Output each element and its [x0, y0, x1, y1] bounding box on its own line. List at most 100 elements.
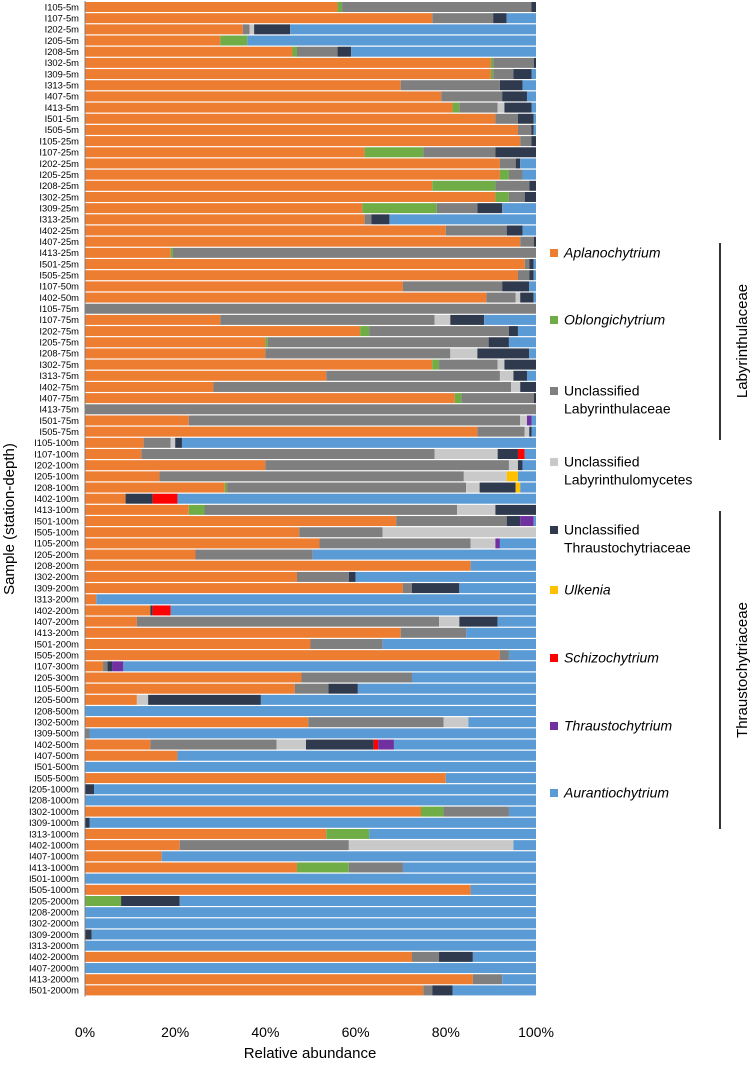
y-tick-label: I505-5m: [45, 124, 80, 135]
bar-segment-i413-200m-unclassified-labyrinthulaceae: [400, 627, 467, 638]
bar-segment-i205-100m-aurantiochytrium: [517, 471, 536, 482]
bar-segment-i105-5m-aplanochytrium: [85, 2, 338, 12]
bar-segment-i501-5m-unclassified-labyrinthulaceae: [495, 113, 518, 124]
bar-segment-i208-1000m-aurantiochytrium: [85, 795, 536, 806]
bar-segment-i413-5m-unclassified-labyrinthulaceae: [459, 102, 498, 113]
bar-segment-i407-5m-unclassified-thraustochytriaceae: [502, 91, 527, 102]
bar-segment-i313-200m-aurantiochytrium: [96, 594, 536, 605]
bar-segment-i402-200m-schizochytrium: [152, 605, 171, 616]
bar-segment-i402-50m-unclassified-thraustochytriaceae: [520, 292, 534, 303]
bar-segment-i205-2000m-oblongichytrium: [85, 896, 122, 906]
bar-segment-i208-100m-aurantiochytrium: [520, 482, 536, 493]
bar-segment-i501-200m-unclassified-labyrinthulaceae: [310, 638, 383, 649]
y-tick-label: I205-5m: [45, 35, 80, 46]
bar-segment-i501-1000m-aurantiochytrium: [85, 873, 536, 884]
bar-segment-i402-500m-aurantiochytrium: [393, 739, 536, 750]
bar-segment-i208-75m-unclassified-labyrinthulomycetes: [450, 348, 478, 359]
bar-segment-i208-100m-ulkenia: [515, 482, 521, 493]
bar-segment-i105-100m-aurantiochytrium: [181, 437, 537, 448]
legend-entry-aplanochytrium: Aplanochytrium: [550, 245, 661, 261]
bar-segment-i402-1000m-aplanochytrium: [85, 840, 180, 851]
bar-segment-i413-5m-oblongichytrium: [452, 102, 460, 113]
bar-segment-i205-1000m-unclassified-thraustochytriaceae: [85, 784, 95, 795]
y-tick-label: I107-100m: [34, 448, 79, 459]
bar-segment-i505-100m-unclassified-labyrinthulaceae: [299, 527, 383, 538]
bar-segment-i202-25m-aplanochytrium: [85, 158, 500, 169]
bar-segment-i107-100m-aurantiochytrium: [524, 449, 536, 459]
bar-segment-i413-1000m-oblongichytrium: [296, 862, 349, 873]
y-tick-label: I407-500m: [34, 750, 79, 761]
bar-segment-i413-5m-aplanochytrium: [85, 102, 453, 113]
bar-segment-i202-75m-aurantiochytrium: [517, 326, 536, 337]
bar-segment-i205-200m-aurantiochytrium: [312, 549, 536, 560]
bar-segment-i107-300m-aplanochytrium: [85, 661, 104, 672]
bar-segment-i205-100m-unclassified-labyrinthulaceae: [159, 471, 464, 482]
bar-segment-i105-200m-aplanochytrium: [85, 538, 320, 549]
bar-segment-i402-1000m-aurantiochytrium: [513, 840, 536, 851]
bar-segment-i501-75m-thraustochytrium: [526, 415, 532, 426]
bar-segment-i205-1000m-aurantiochytrium: [94, 784, 537, 795]
bar-segment-i202-100m-unclassified-labyrinthulaceae: [265, 460, 509, 471]
bar-segment-i205-5m-oblongichytrium: [220, 35, 248, 46]
bar-segment-i105-25m-unclassified-thraustochytriaceae: [531, 136, 536, 147]
bar-segment-i501-5m-aplanochytrium: [85, 113, 496, 124]
y-tick-label: I505-25m: [39, 270, 79, 281]
legend-entry-ulkenia: Ulkenia: [550, 582, 611, 598]
y-tick-label: I407-25m: [39, 236, 79, 247]
legend-entry-thraustochytrium: Thraustochytrium: [550, 718, 672, 734]
bar-segment-i107-300m-aurantiochytrium: [123, 661, 537, 672]
bar-segment-i402-100m-aurantiochytrium: [177, 493, 536, 504]
y-tick-label: I208-100m: [34, 482, 79, 493]
bar-segment-i505-25m-aurantiochytrium: [533, 270, 536, 281]
bar-segment-i202-75m-aplanochytrium: [85, 326, 361, 337]
bar-segment-i205-200m-aplanochytrium: [85, 549, 196, 560]
bar-segment-i205-75m-unclassified-labyrinthulaceae: [267, 337, 489, 348]
bar-segment-i407-500m-aplanochytrium: [85, 750, 178, 761]
bar-segment-i402-100m-aplanochytrium: [85, 493, 126, 504]
bar-segment-i105-100m-unclassified-thraustochytriaceae: [175, 437, 182, 448]
y-tick-label: I313-75m: [39, 370, 79, 381]
legend-entry-unclassified-thraustochytriaceae: Unclassified Thraustochytriaceae: [550, 522, 691, 556]
legend-label: Ulkenia: [564, 582, 611, 598]
bar-segment-i309-1000m-unclassified-thraustochytriaceae: [85, 817, 90, 828]
bar-segment-i413-200m-aurantiochytrium: [466, 627, 536, 638]
bar-segment-i313-200m-aplanochytrium: [85, 594, 97, 605]
bar-segment-i313-5m-unclassified-labyrinthulaceae: [400, 80, 500, 91]
bar-segment-i105-200m-aurantiochytrium: [499, 538, 536, 549]
y-tick-label: I501-5m: [45, 113, 80, 124]
legend-label: Oblongichytrium: [564, 312, 665, 328]
bar-segment-i205-25m-aurantiochytrium: [522, 169, 536, 180]
bar-segment-i302-25m-unclassified-labyrinthulaceae: [508, 191, 525, 202]
bar-segment-i107-50m-aplanochytrium: [85, 281, 403, 292]
y-tick-label: I302-500m: [34, 717, 79, 728]
bar-segment-i402-500m-unclassified-thraustochytriaceae: [305, 739, 374, 750]
x-tick-label: 0%: [75, 1024, 95, 1040]
bar-segment-i407-5m-aplanochytrium: [85, 91, 442, 102]
y-tick-label: I407-200m: [34, 616, 79, 627]
bar-segment-i413-1000m-unclassified-labyrinthulaceae: [348, 862, 403, 873]
group-label: Labyrinthulaceae: [734, 284, 751, 398]
bar-segment-i407-500m-aurantiochytrium: [177, 750, 536, 761]
bar-segment-i413-1000m-aurantiochytrium: [402, 862, 536, 873]
bar-segment-i309-5m-unclassified-labyrinthulaceae: [493, 69, 514, 80]
bar-segment-i313-1000m-oblongichytrium: [326, 828, 370, 839]
y-tick-label: I313-2000m: [29, 940, 79, 951]
bar-segment-i205-75m-aurantiochytrium: [508, 337, 536, 348]
group-label: Thraustochytriaceae: [734, 602, 751, 738]
y-axis-tick-labels: I105-5mI107-5mI202-5mI205-5mI208-5mI302-…: [29, 1, 79, 995]
bar-segment-i402-500m-aplanochytrium: [85, 739, 151, 750]
y-tick-label: I407-75m: [39, 392, 79, 403]
bar-segment-i402-2000m-aplanochytrium: [85, 951, 412, 962]
bar-segment-i313-5m-unclassified-thraustochytriaceae: [499, 80, 523, 91]
bar-segment-i208-75m-aplanochytrium: [85, 348, 266, 359]
bar-segment-i107-75m-unclassified-thraustochytriaceae: [450, 314, 485, 325]
bar-segment-i309-2000m-unclassified-thraustochytriaceae: [85, 929, 92, 940]
bar-segment-i205-500m-aurantiochytrium: [260, 694, 536, 705]
bar-segment-i202-75m-unclassified-thraustochytriaceae: [508, 326, 518, 337]
bar-segment-i313-1000m-aplanochytrium: [85, 828, 327, 839]
bar-segment-i402-2000m-unclassified-thraustochytriaceae: [439, 951, 473, 962]
bar-segment-i501-2000m-unclassified-thraustochytriaceae: [432, 985, 453, 996]
bar-segment-i302-5m-oblongichytrium: [490, 57, 494, 68]
legend-swatch: [550, 722, 558, 730]
y-tick-label: I309-5m: [45, 68, 80, 79]
